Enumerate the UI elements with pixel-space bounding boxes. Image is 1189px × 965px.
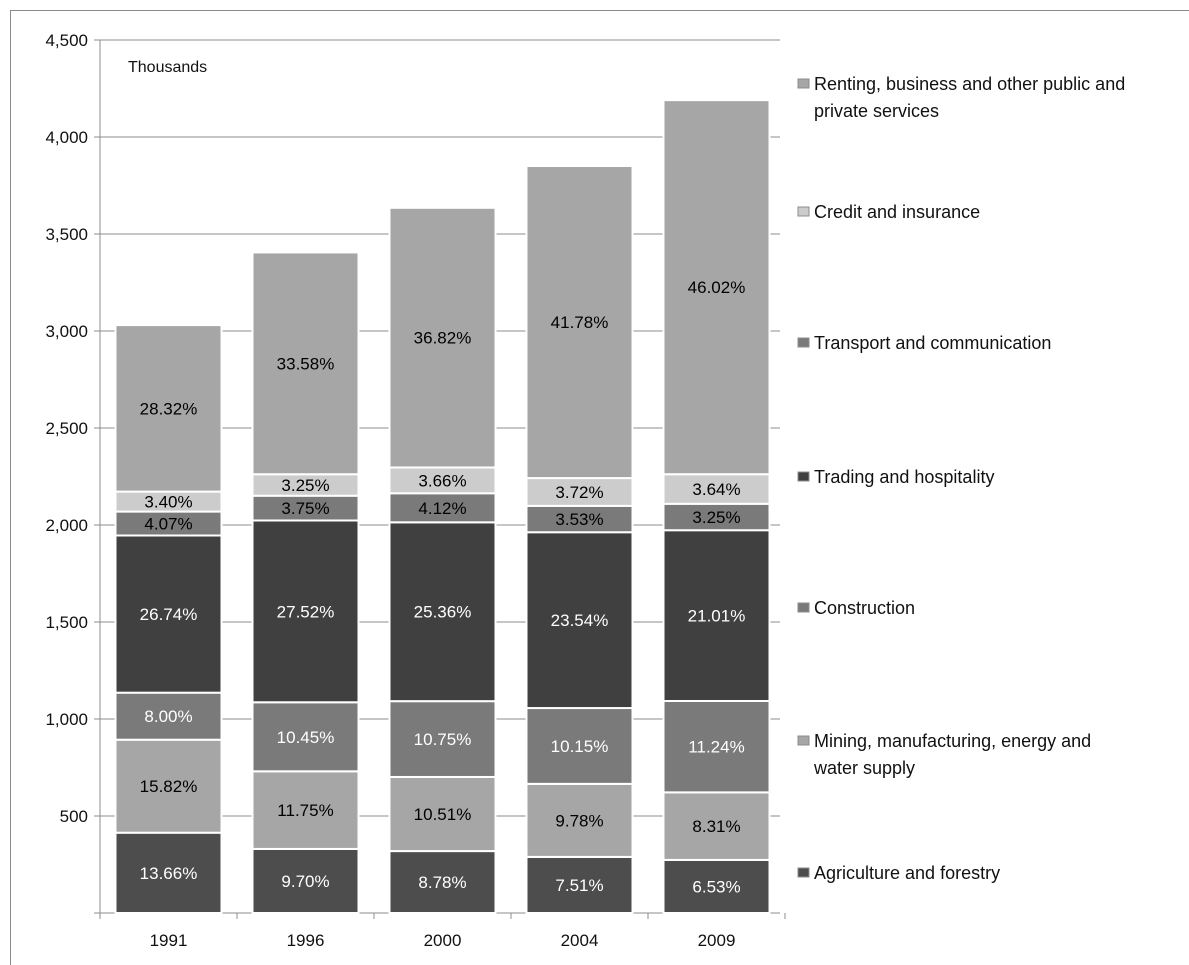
data-label: 3.25% bbox=[692, 508, 740, 527]
bar-segment bbox=[388, 775, 497, 853]
data-label: 23.54% bbox=[551, 611, 609, 630]
data-label: 11.24% bbox=[688, 738, 744, 757]
y-tick-label: 4,000 bbox=[45, 128, 88, 147]
bar-segment bbox=[662, 791, 771, 861]
data-label: 3.25% bbox=[281, 476, 329, 495]
data-label: 3.72% bbox=[555, 483, 603, 502]
x-tick-label: 1991 bbox=[150, 931, 188, 950]
data-label: 6.53% bbox=[692, 877, 740, 896]
data-label: 4.07% bbox=[144, 515, 192, 534]
bar-segment bbox=[662, 99, 771, 476]
bar-segment bbox=[525, 707, 634, 785]
legend-swatch bbox=[797, 471, 810, 482]
data-label: 27.52% bbox=[277, 602, 335, 621]
bar-segment bbox=[251, 847, 360, 914]
bar-segment bbox=[114, 691, 223, 741]
data-label: 33.58% bbox=[277, 354, 335, 373]
data-label: 3.66% bbox=[418, 471, 466, 490]
legend-label: Renting, business and other public and bbox=[814, 74, 1125, 94]
data-label: 4.12% bbox=[418, 499, 466, 518]
chart-frame bbox=[10, 10, 1189, 965]
data-label: 28.32% bbox=[140, 399, 198, 418]
data-label: 9.78% bbox=[555, 811, 603, 830]
data-label: 11.75% bbox=[277, 801, 333, 820]
data-label: 41.78% bbox=[551, 313, 609, 332]
bar-segment bbox=[662, 502, 771, 532]
data-label: 8.31% bbox=[692, 817, 740, 836]
legend-label: Construction bbox=[814, 598, 915, 618]
data-label: 3.53% bbox=[555, 510, 603, 529]
x-tick-label: 2004 bbox=[561, 931, 599, 950]
data-label: 21.01% bbox=[688, 607, 746, 626]
data-label: 3.75% bbox=[281, 499, 329, 518]
data-label: 9.70% bbox=[281, 872, 329, 891]
bar-segment bbox=[525, 782, 634, 858]
legend-label: Credit and insurance bbox=[814, 202, 980, 222]
y-tick-label: 1,000 bbox=[45, 710, 88, 729]
bar-segment bbox=[251, 519, 360, 704]
bar-segment bbox=[388, 700, 497, 778]
bar-segment bbox=[525, 477, 634, 507]
bar-segment bbox=[114, 738, 223, 834]
legend-swatch bbox=[797, 206, 810, 217]
bar-segment bbox=[114, 324, 223, 493]
data-label: 15.82% bbox=[140, 777, 198, 796]
legend-label: Agriculture and forestry bbox=[814, 863, 1000, 883]
bar-segment bbox=[388, 492, 497, 524]
unit-label: Thousands bbox=[128, 59, 207, 76]
data-label: 7.51% bbox=[555, 876, 603, 895]
bar-segment bbox=[662, 473, 771, 505]
bar-segment bbox=[251, 494, 360, 522]
bar-segment bbox=[525, 165, 634, 480]
data-label: 10.75% bbox=[414, 730, 472, 749]
legend-label: Transport and communication bbox=[814, 333, 1051, 353]
bar-segment bbox=[662, 529, 771, 703]
bar-segment bbox=[388, 206, 497, 469]
bar-segment bbox=[388, 850, 497, 914]
bar-segment bbox=[525, 504, 634, 534]
legend-swatch bbox=[797, 602, 810, 613]
legend-label: private services bbox=[814, 101, 939, 121]
bar-segment bbox=[388, 466, 497, 495]
y-tick-label: 2,500 bbox=[45, 419, 88, 438]
legend-swatch bbox=[797, 78, 810, 89]
legend-label: Trading and hospitality bbox=[814, 467, 994, 487]
bar-segment bbox=[388, 521, 497, 703]
bar-segment bbox=[114, 831, 223, 915]
legend-label: water supply bbox=[813, 758, 915, 778]
legend-label: Mining, manufacturing, energy and bbox=[814, 731, 1091, 751]
data-label: 3.64% bbox=[692, 480, 740, 499]
data-label: 36.82% bbox=[414, 329, 472, 348]
data-label: 46.02% bbox=[688, 278, 746, 297]
bar-segment bbox=[525, 855, 634, 915]
data-label: 10.45% bbox=[277, 728, 335, 747]
x-tick-label: 2009 bbox=[698, 931, 736, 950]
y-tick-label: 4,500 bbox=[45, 31, 88, 50]
data-label: 3.40% bbox=[144, 493, 192, 512]
data-label: 8.78% bbox=[418, 873, 466, 892]
y-tick-label: 1,500 bbox=[45, 613, 88, 632]
legend-swatch bbox=[797, 867, 810, 878]
y-tick-label: 3,500 bbox=[45, 225, 88, 244]
bar-segment bbox=[114, 534, 223, 694]
y-tick-label: 2,000 bbox=[45, 516, 88, 535]
legend-swatch bbox=[797, 735, 810, 746]
bar-segment bbox=[662, 858, 771, 914]
bar-segment bbox=[251, 770, 360, 850]
x-tick-label: 1996 bbox=[287, 931, 325, 950]
data-label: 13.66% bbox=[140, 864, 198, 883]
x-tick-label: 2000 bbox=[424, 931, 462, 950]
data-label: 8.00% bbox=[144, 707, 192, 726]
data-label: 25.36% bbox=[414, 603, 472, 622]
bar-segment bbox=[251, 251, 360, 476]
data-label: 10.51% bbox=[414, 805, 472, 824]
legend-swatch bbox=[797, 337, 810, 348]
bar-segment bbox=[251, 701, 360, 773]
data-label: 10.15% bbox=[551, 737, 609, 756]
y-tick-label: 500 bbox=[60, 807, 88, 826]
data-label: 26.74% bbox=[140, 605, 198, 624]
y-tick-label: 3,000 bbox=[45, 322, 88, 341]
